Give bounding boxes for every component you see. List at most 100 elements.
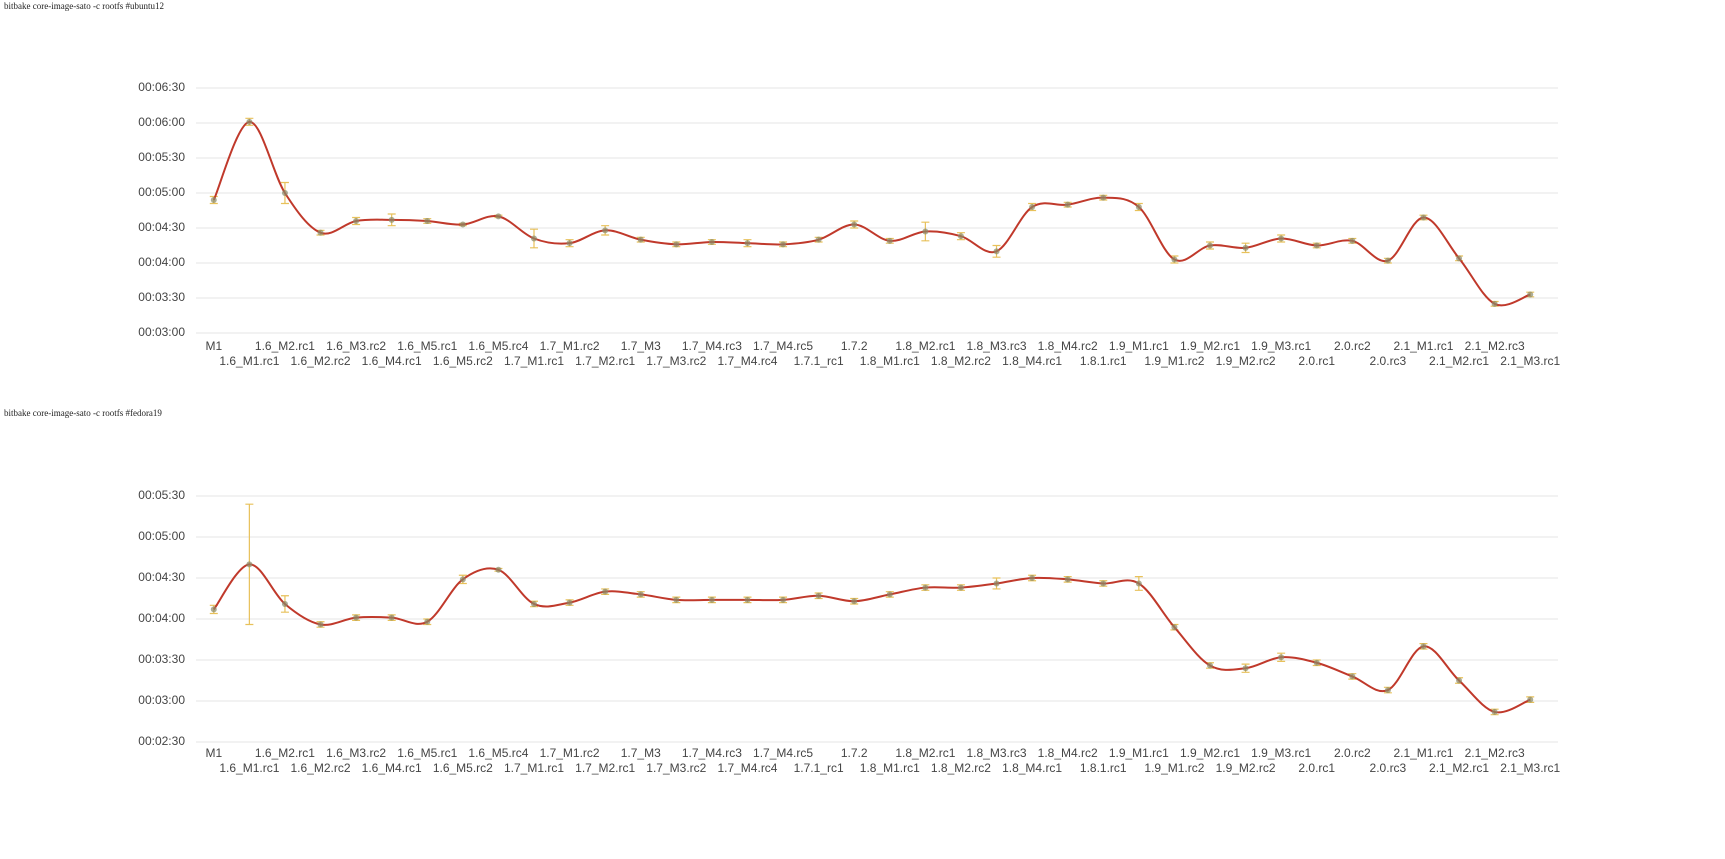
mean-point	[566, 599, 573, 606]
x-tick-label: 1.7_M4.rc4	[717, 761, 777, 775]
mean-point	[602, 227, 609, 234]
mean-point	[566, 240, 573, 247]
mean-point	[1100, 580, 1107, 587]
mean-point	[780, 241, 787, 248]
x-tick-label: 1.6_M1.rc1	[219, 761, 279, 775]
x-tick-label: 2.1_M2.rc1	[1429, 761, 1489, 775]
mean-point	[246, 118, 253, 125]
chart-title: bitbake core-image-sato -c rootfs #ubunt…	[4, 1, 164, 11]
mean-point	[1135, 580, 1142, 587]
x-tick-label: 1.8_M1.rc1	[860, 354, 920, 368]
mean-point	[1171, 624, 1178, 631]
x-tick-label: 2.1_M1.rc1	[1393, 746, 1453, 760]
x-tick-label: 1.9_M1.rc2	[1144, 761, 1204, 775]
mean-point	[1029, 204, 1036, 210]
mean-point	[1207, 242, 1213, 249]
x-tick-label: 1.8_M4.rc2	[1038, 746, 1098, 760]
mean-point	[388, 614, 395, 621]
mean-point	[815, 236, 822, 243]
x-tick-label: 1.6_M2.rc2	[291, 761, 351, 775]
x-tick-label: 2.0.rc3	[1370, 354, 1407, 368]
x-tick-label: 1.8.1.rc1	[1080, 354, 1127, 368]
x-tick-label: 2.0.rc2	[1334, 339, 1371, 353]
mean-point	[1349, 673, 1356, 680]
x-tick-label: 1.7_M1.rc1	[504, 761, 564, 775]
x-tick-label: 1.6_M5.rc1	[397, 746, 457, 760]
x-tick-label: 1.7_M3.rc2	[646, 354, 706, 368]
mean-point	[210, 606, 217, 613]
mean-point	[1278, 654, 1285, 661]
x-tick-label: 1.6_M3.rc2	[326, 339, 386, 353]
mean-point	[1349, 237, 1356, 244]
mean-point	[744, 240, 751, 247]
x-tick-label: 1.6_M2.rc1	[255, 746, 315, 760]
mean-point	[993, 580, 1000, 587]
x-tick-label: 2.1_M2.rc1	[1429, 354, 1489, 368]
mean-point	[459, 576, 466, 583]
x-tick-label: 2.0.rc3	[1370, 761, 1407, 775]
mean-line	[212, 120, 1531, 307]
mean-point	[459, 221, 466, 228]
x-tick-label: 1.7_M1.rc1	[504, 354, 564, 368]
x-tick-label: 1.7_M1.rc2	[540, 339, 600, 353]
y-tick-label: 00:04:30	[138, 570, 185, 584]
mean-point	[637, 236, 644, 243]
x-tick-label: 1.6_M4.rc1	[362, 354, 422, 368]
x-tick-label: 2.0.rc1	[1298, 354, 1335, 368]
mean-point	[1527, 291, 1534, 298]
mean-point	[281, 190, 288, 196]
mean-point	[1278, 235, 1285, 242]
x-tick-label: 1.9_M2.rc2	[1216, 761, 1276, 775]
x-tick-label: 1.9_M1.rc2	[1144, 354, 1204, 368]
mean-point	[1064, 201, 1071, 208]
mean-point	[708, 239, 715, 245]
x-tick-label: 1.7.1_rc1	[794, 354, 844, 368]
x-tick-label: 1.8_M2.rc2	[931, 354, 991, 368]
x-tick-label: 1.6_M1.rc1	[219, 354, 279, 368]
x-tick-label: 1.7_M2.rc1	[575, 761, 635, 775]
x-tick-label: 1.7_M4.rc5	[753, 746, 813, 760]
mean-point	[353, 218, 360, 224]
x-tick-label: M1	[205, 339, 222, 353]
x-tick-label: 1.8_M3.rc3	[967, 746, 1027, 760]
y-tick-label: 00:05:00	[138, 185, 185, 199]
mean-point	[851, 598, 858, 605]
mean-point	[957, 233, 964, 240]
mean-point	[1100, 194, 1107, 201]
y-tick-label: 00:04:30	[138, 220, 185, 234]
mean-point	[210, 197, 217, 203]
y-tick-label: 00:04:00	[138, 255, 185, 269]
mean-point	[424, 218, 431, 224]
x-tick-label: 1.8_M3.rc3	[967, 339, 1027, 353]
x-tick-label: 1.6_M4.rc1	[362, 761, 422, 775]
mean-point	[886, 237, 893, 244]
mean-point	[851, 221, 858, 228]
mean-point	[922, 584, 929, 591]
x-tick-label: 2.0.rc2	[1334, 746, 1371, 760]
mean-line	[212, 563, 1531, 714]
y-tick-label: 00:06:30	[138, 80, 185, 94]
mean-point	[993, 248, 1000, 255]
x-tick-label: 1.7_M3.rc2	[646, 761, 706, 775]
mean-point	[1207, 662, 1213, 669]
mean-point	[957, 584, 964, 591]
x-tick-label: 1.7_M2.rc1	[575, 354, 635, 368]
x-tick-label: 1.7_M1.rc2	[540, 746, 600, 760]
mean-point	[708, 596, 715, 603]
x-tick-label: 1.9_M2.rc1	[1180, 339, 1240, 353]
x-tick-label: 1.9_M2.rc2	[1216, 354, 1276, 368]
x-tick-label: 1.7.2	[841, 339, 868, 353]
x-tick-label: 1.8_M1.rc1	[860, 761, 920, 775]
x-tick-label: 1.8_M2.rc1	[895, 746, 955, 760]
mean-point	[1420, 643, 1427, 650]
y-tick-label: 00:05:00	[138, 529, 185, 543]
x-tick-label: 2.1_M1.rc1	[1393, 339, 1453, 353]
mean-point	[602, 588, 609, 595]
mean-point	[637, 591, 644, 598]
mean-point	[815, 592, 822, 599]
x-tick-label: 2.1_M3.rc1	[1500, 354, 1560, 368]
x-tick-label: 1.8_M4.rc1	[1002, 761, 1062, 775]
mean-point	[673, 241, 680, 248]
